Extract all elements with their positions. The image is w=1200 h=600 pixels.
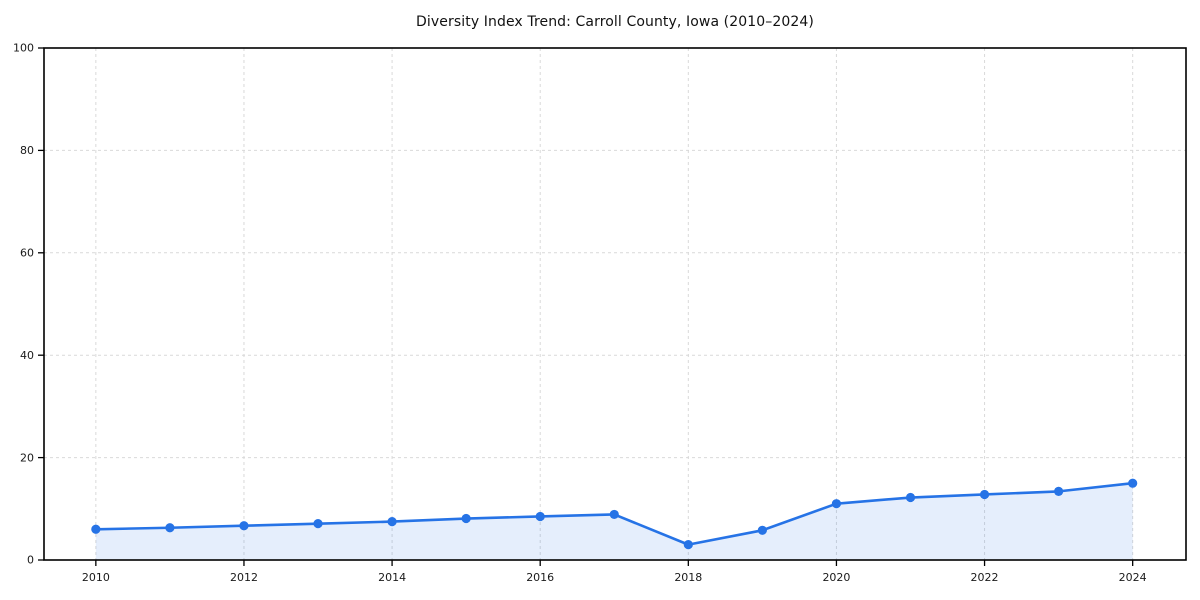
x-axis-tick-label: 2016 <box>526 571 554 584</box>
data-point-marker <box>461 513 471 524</box>
data-point-marker <box>239 521 249 531</box>
y-axis-tick-label: 100 <box>13 42 34 55</box>
data-point-marker <box>683 540 693 550</box>
data-point-marker <box>535 511 545 522</box>
data-point-marker <box>831 499 842 509</box>
data-point-marker <box>979 489 990 500</box>
x-axis-tick-label: 2018 <box>674 571 702 584</box>
x-axis-tick-label: 2012 <box>230 571 258 584</box>
data-point-marker <box>1054 486 1064 496</box>
chart-title: Diversity Index Trend: Carroll County, I… <box>416 14 814 30</box>
data-point-marker <box>905 492 916 503</box>
x-axis-tick-label: 2020 <box>822 571 850 584</box>
plot-border <box>43 47 1187 561</box>
data-point-marker <box>1128 478 1138 488</box>
y-axis-tick-label: 40 <box>20 349 34 362</box>
x-axis-tick-label: 2010 <box>82 571 110 584</box>
data-point-marker <box>165 523 175 533</box>
x-axis-tick-label: 2022 <box>971 571 999 584</box>
x-axis-tick-label: 2024 <box>1119 571 1147 584</box>
data-point-marker <box>313 519 323 529</box>
data-point-marker <box>387 517 397 527</box>
y-axis-tick-label: 0 <box>27 554 34 567</box>
area-fill <box>95 483 1133 560</box>
data-point-marker <box>609 509 619 520</box>
data-point-marker <box>757 525 767 535</box>
y-axis-tick-label: 20 <box>20 451 34 464</box>
data-point-marker <box>91 524 101 534</box>
x-axis-tick-label: 2014 <box>378 571 406 584</box>
y-axis-tick-label: 80 <box>20 144 34 157</box>
y-axis-tick-label: 60 <box>20 247 34 260</box>
